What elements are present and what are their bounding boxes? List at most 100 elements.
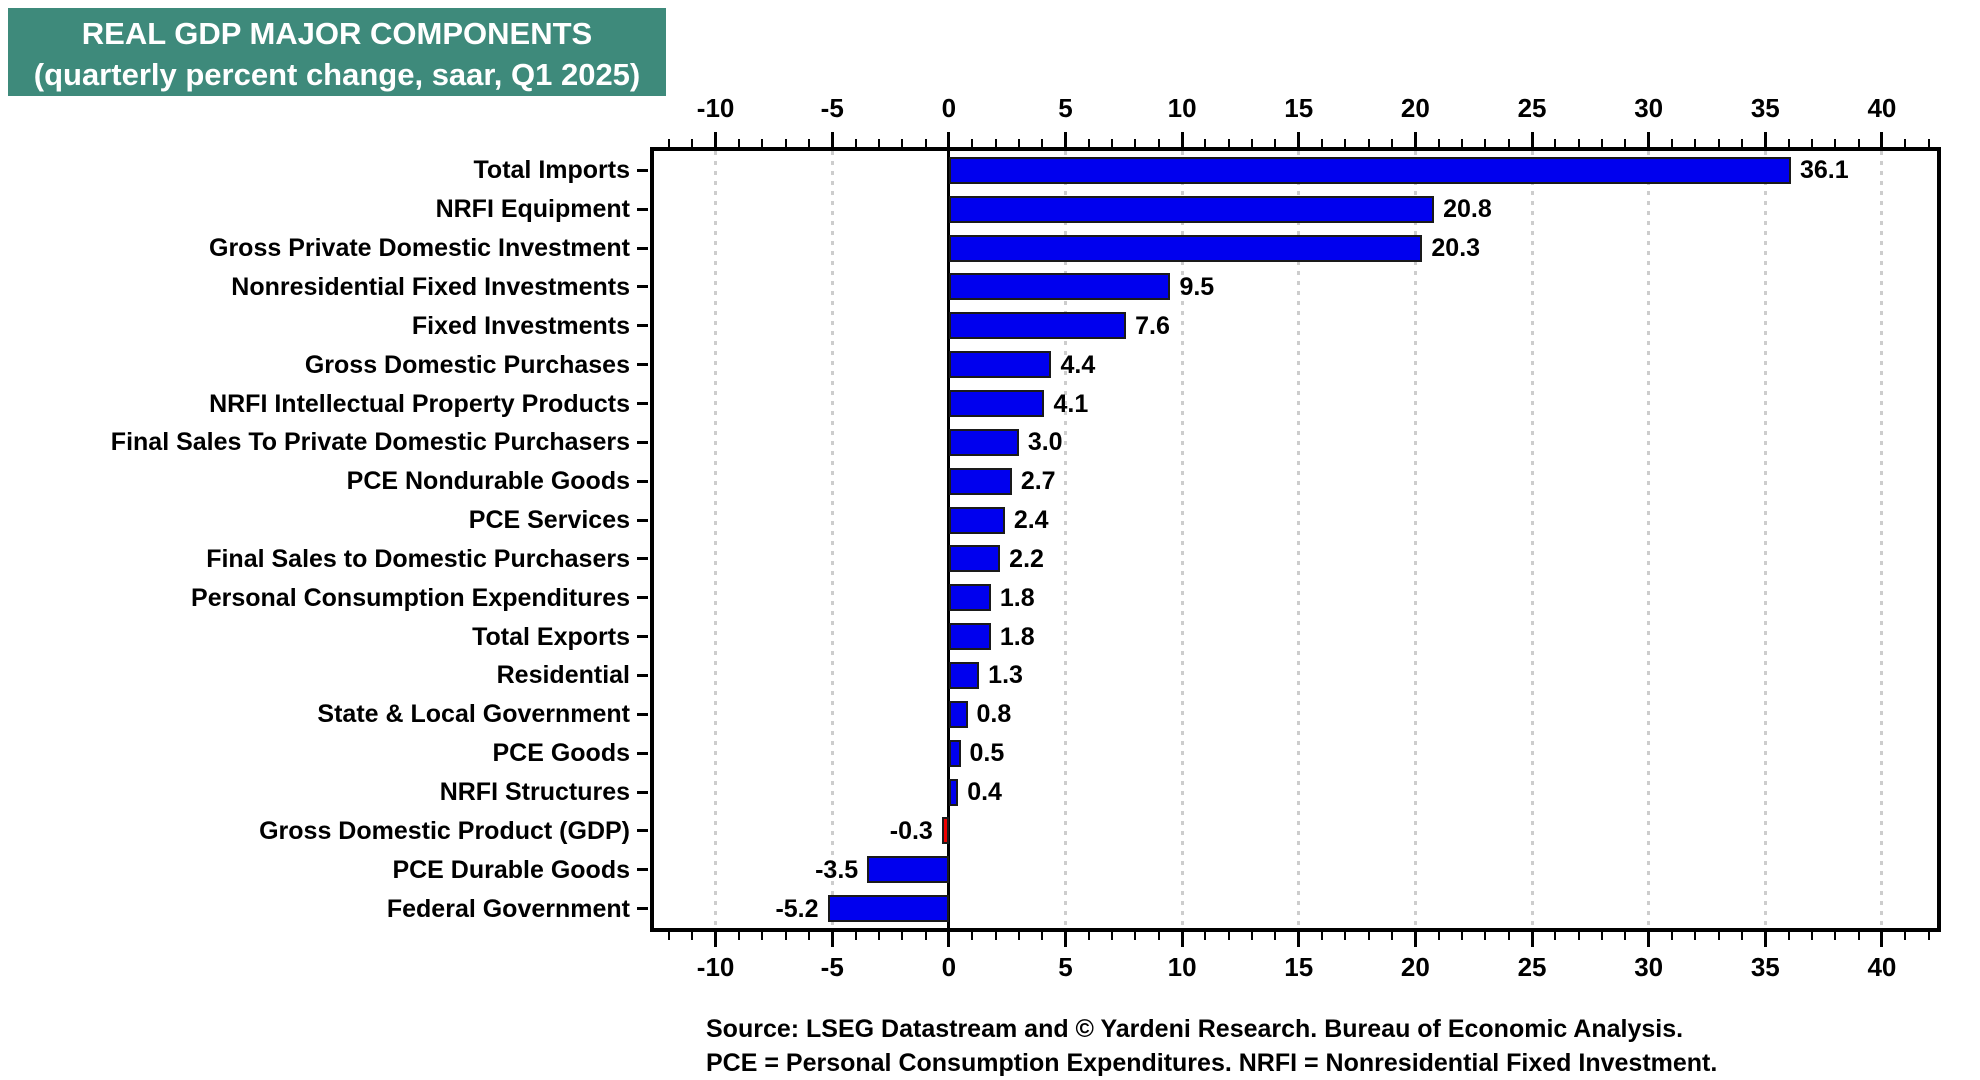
- zero-axis-line: [947, 151, 951, 928]
- axis-tick-bottom: [807, 932, 810, 940]
- axis-tick-top: [1671, 139, 1673, 147]
- category-tick: [637, 673, 648, 677]
- axis-tick-bottom: [1391, 932, 1394, 940]
- bar: [948, 778, 959, 806]
- category-label: Residential: [496, 661, 630, 690]
- axis-tick-top: [667, 139, 670, 147]
- axis-tick-bottom: [714, 932, 718, 947]
- category-label: Final Sales To Private Domestic Purchase…: [110, 428, 630, 457]
- axis-tick-bottom: [1063, 932, 1067, 947]
- bar: [948, 506, 1005, 534]
- axis-tick-top: [830, 132, 834, 147]
- axis-tick-top: [971, 139, 974, 147]
- axis-tick-top: [1484, 139, 1487, 147]
- chart-title: REAL GDP MAJOR COMPONENTS: [81, 16, 593, 51]
- bar: [948, 156, 1791, 184]
- axis-tick-top: [1274, 139, 1277, 147]
- gridline: [1180, 151, 1184, 928]
- axis-tick-bottom: [1297, 932, 1301, 947]
- category-label: Fixed Investments: [411, 311, 630, 340]
- bar: [948, 390, 1045, 418]
- axis-tick-top: [1437, 139, 1440, 147]
- axis-tick-bottom: [994, 932, 997, 940]
- axis-tick-top: [784, 139, 787, 147]
- axis-tick-bottom: [1204, 932, 1207, 940]
- category-tick: [637, 207, 648, 211]
- axis-tick-bottom: [1554, 932, 1557, 940]
- footnote: Source: LSEG Datastream and © Yardeni Re…: [706, 1012, 1717, 1080]
- x-axis-label-bottom: 15: [1284, 952, 1314, 982]
- axis-tick-bottom: [1647, 932, 1651, 947]
- axis-tick-bottom: [1624, 932, 1627, 940]
- category-label: PCE Durable Goods: [392, 855, 630, 884]
- category-tick: [637, 518, 648, 522]
- axis-tick-top: [1507, 139, 1510, 147]
- category-tick: [637, 635, 648, 639]
- axis-tick-bottom: [737, 932, 740, 940]
- source-note: Source: LSEG Datastream and © Yardeni Re…: [706, 1015, 1684, 1043]
- axis-tick-top: [1413, 132, 1417, 147]
- axis-tick-bottom: [691, 932, 694, 940]
- x-axis-label-bottom: 35: [1750, 952, 1780, 982]
- category-tick: [637, 246, 648, 250]
- axis-tick-bottom: [1321, 932, 1324, 940]
- axis-tick-bottom: [1834, 932, 1837, 940]
- bar-value-label: 0.8: [976, 700, 1012, 729]
- axis-tick-bottom: [1111, 932, 1114, 940]
- x-axis-label-top: 25: [1517, 93, 1547, 123]
- axis-tick-bottom: [1157, 932, 1160, 940]
- axis-tick-bottom: [1927, 932, 1930, 940]
- bar-value-label: 36.1: [1799, 156, 1849, 185]
- x-axis-label-top: -10: [696, 93, 735, 123]
- bar: [948, 351, 1052, 379]
- axis-tick-top: [1344, 139, 1347, 147]
- category-label: PCE Goods: [492, 739, 630, 768]
- gridline: [1063, 151, 1067, 928]
- x-axis-label-top: 10: [1167, 93, 1197, 123]
- axis-tick-bottom: [854, 932, 857, 940]
- axis-tick-bottom: [1413, 932, 1417, 947]
- bar-value-label: 1.3: [988, 661, 1023, 690]
- bar-value-label: 9.5: [1179, 272, 1215, 301]
- axis-tick-top: [1717, 139, 1720, 147]
- bar-value-label: 3.0: [1027, 428, 1063, 457]
- axis-tick-bottom: [1601, 932, 1604, 940]
- category-tick: [637, 751, 648, 755]
- axis-tick-bottom: [1041, 932, 1044, 940]
- axis-tick-bottom: [877, 932, 880, 940]
- axis-tick-top: [1834, 139, 1837, 147]
- axis-tick-bottom: [1087, 932, 1090, 940]
- bar-value-label: -0.3: [889, 816, 933, 845]
- bar-value-label: -5.2: [775, 894, 819, 923]
- axis-tick-bottom: [1810, 932, 1813, 940]
- axis-tick-top: [1227, 139, 1230, 147]
- x-axis-label-top: 5: [1058, 93, 1073, 123]
- bar: [948, 584, 991, 612]
- category-tick: [637, 596, 648, 600]
- axis-tick-top: [1297, 132, 1301, 147]
- category-tick: [637, 868, 648, 872]
- axis-tick-bottom: [1717, 932, 1720, 940]
- bar-value-label: 2.4: [1013, 506, 1049, 535]
- axis-tick-bottom: [1694, 932, 1697, 940]
- bar-value-label: 20.8: [1443, 195, 1492, 224]
- axis-tick-top: [691, 139, 694, 147]
- x-axis-label-top: 40: [1867, 93, 1897, 123]
- axis-tick-top: [1157, 139, 1160, 147]
- axis-tick-top: [901, 139, 904, 147]
- axis-tick-top: [924, 139, 927, 147]
- axis-tick-top: [714, 132, 718, 147]
- axis-tick-bottom: [1437, 932, 1440, 940]
- category-label: Gross Domestic Purchases: [304, 350, 630, 379]
- category-tick: [637, 324, 648, 328]
- category-label: NRFI Equipment: [435, 195, 630, 224]
- gridline: [1880, 151, 1884, 928]
- axis-tick-top: [1763, 132, 1767, 147]
- axis-tick-top: [1647, 132, 1651, 147]
- axis-tick-bottom: [1904, 932, 1907, 940]
- category-tick: [637, 557, 648, 561]
- category-label: NRFI Structures: [439, 778, 630, 807]
- category-label: Nonresidential Fixed Investments: [231, 272, 630, 301]
- axis-tick-bottom: [971, 932, 974, 940]
